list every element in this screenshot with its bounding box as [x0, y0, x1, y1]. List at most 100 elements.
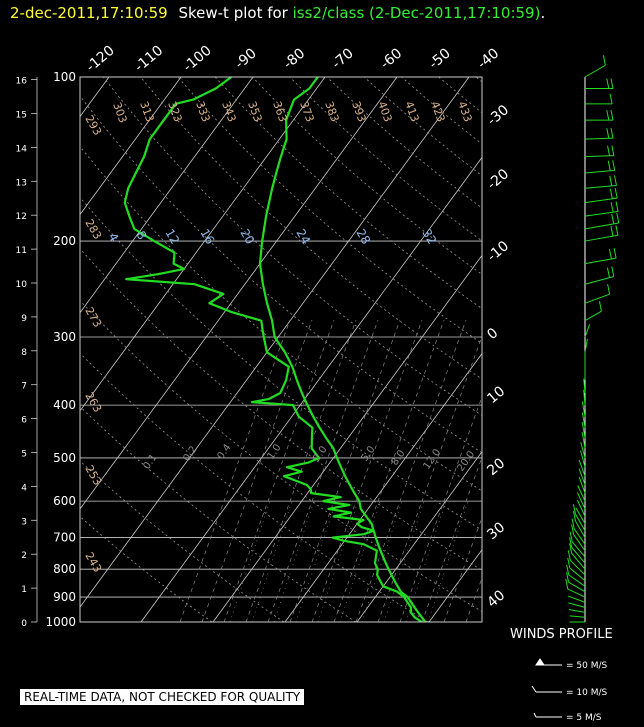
wind-barb [581, 412, 586, 428]
moist-adiabat-line [267, 319, 379, 622]
wind-barb [575, 520, 586, 538]
wind-barb-feather [606, 110, 610, 121]
dry-adiabat-line [80, 460, 285, 622]
isotherm-line [80, 77, 254, 314]
wind-barb-feather [569, 543, 573, 554]
title-datetime: 2-dec-2011,17:10:59 [10, 4, 168, 22]
wind-barb-feather [573, 511, 576, 522]
wind-barb [584, 310, 602, 322]
pressure-label: 800 [53, 562, 76, 576]
moist-adiabat-line [311, 319, 423, 622]
title-platform: iss2/class [292, 4, 365, 22]
wind-barb [567, 588, 586, 598]
wind-barb-feather [607, 145, 611, 156]
wind-barb [568, 602, 586, 608]
wind-legend-barb-10 [531, 685, 562, 693]
height-label: 6 [21, 416, 27, 426]
wind-barb [581, 401, 586, 417]
mixing-ratio-label: 16 [197, 227, 217, 247]
title-period: . [540, 4, 546, 22]
wind-barb [578, 468, 586, 485]
wind-barb [569, 559, 586, 576]
isotherm-line [356, 451, 482, 622]
wind-barb [571, 546, 586, 564]
pressure-label: 500 [53, 451, 76, 465]
height-label: 7 [21, 382, 27, 392]
height-label: 15 [16, 111, 27, 121]
mixing-ratio-label: 32 [419, 227, 439, 247]
wind-barb [571, 552, 586, 570]
wind-barb [577, 485, 586, 502]
wind-barb [584, 324, 591, 338]
dry-adiabat-line [102, 77, 482, 416]
moist-adiabat-line [179, 319, 291, 622]
temperature-trace [258, 77, 427, 622]
height-label: 3 [21, 517, 27, 527]
wind-barb [581, 422, 586, 439]
wind-barb [578, 459, 586, 477]
wind-barb-feather [616, 212, 620, 224]
moist-adiabat-line [333, 319, 445, 622]
pressure-label: 100 [53, 70, 76, 84]
height-label: 12 [16, 212, 27, 222]
wind-barb-feather [610, 78, 614, 89]
pressure-label: 700 [53, 531, 76, 545]
wind-barb [573, 528, 586, 545]
wind-barb [571, 541, 586, 558]
isotherm-line [80, 77, 470, 608]
wind-barb-feather [610, 202, 614, 213]
wind-barb [583, 389, 586, 406]
height-label: 1 [21, 585, 27, 595]
wind-barb [575, 507, 586, 524]
wind-barb [576, 499, 586, 517]
wind-barb [584, 184, 617, 189]
wind-barb [576, 492, 586, 510]
wind-barb [584, 234, 618, 242]
wind-barb-feather [611, 266, 615, 277]
wind-barb-feather [567, 557, 571, 569]
height-label: 13 [16, 178, 27, 188]
wind-barb-feather [607, 160, 611, 171]
isotherm-line [284, 352, 482, 622]
plot-frame [79, 76, 483, 623]
wind-barb-feather [613, 175, 617, 186]
wind-barb-feather [615, 201, 619, 212]
wind-barb-feather [606, 128, 610, 139]
wind-barb-feather [613, 248, 617, 259]
wind-barb [573, 534, 586, 552]
wind-profile-title: WINDS PROFILE [510, 627, 613, 642]
wind-barb-feather [602, 55, 606, 66]
wind-barb-feather [598, 301, 602, 312]
height-label: 11 [16, 246, 27, 256]
wind-barb-feather [571, 518, 575, 529]
wind-barb-feather [607, 284, 611, 295]
wind-barb-feather [611, 213, 615, 224]
wind-barb-feather [609, 175, 613, 187]
pressure-label: 1000 [45, 615, 76, 629]
wind-barb-feather [569, 537, 573, 548]
wind-legend-barb-5 [533, 712, 562, 718]
moist-adiabat-line [355, 319, 467, 622]
isotherm-line [140, 156, 482, 622]
wind-barb [567, 595, 586, 603]
wind-barb-feather [615, 225, 619, 236]
dry-adiabat-line [80, 95, 482, 454]
wind-barb [583, 378, 586, 394]
pressure-label: 900 [53, 590, 76, 604]
wind-barb-feather [569, 531, 573, 542]
height-label: 4 [21, 483, 27, 493]
wind-barb-feather [612, 160, 616, 171]
height-label: 9 [21, 314, 27, 324]
moist-adiabat-line [289, 319, 401, 622]
wind-barb [569, 567, 586, 582]
wind-barb [580, 442, 586, 459]
wind-legend-10: = 10 M/S [566, 688, 608, 698]
wind-barb [584, 210, 619, 217]
wind-barb-feather [606, 267, 610, 278]
plot-area [80, 77, 482, 622]
title-paren: (2-Dec-2011,17:10:59) [369, 4, 541, 22]
pressure-label: 400 [53, 398, 76, 412]
height-label: 16 [16, 77, 28, 87]
wind-barb [584, 197, 618, 204]
wind-barb-feather [610, 226, 614, 237]
